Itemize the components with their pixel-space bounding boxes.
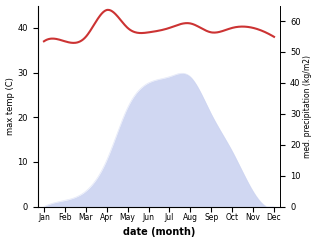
Y-axis label: max temp (C): max temp (C) — [5, 77, 15, 135]
X-axis label: date (month): date (month) — [123, 227, 195, 237]
Y-axis label: med. precipitation (kg/m2): med. precipitation (kg/m2) — [303, 55, 313, 158]
